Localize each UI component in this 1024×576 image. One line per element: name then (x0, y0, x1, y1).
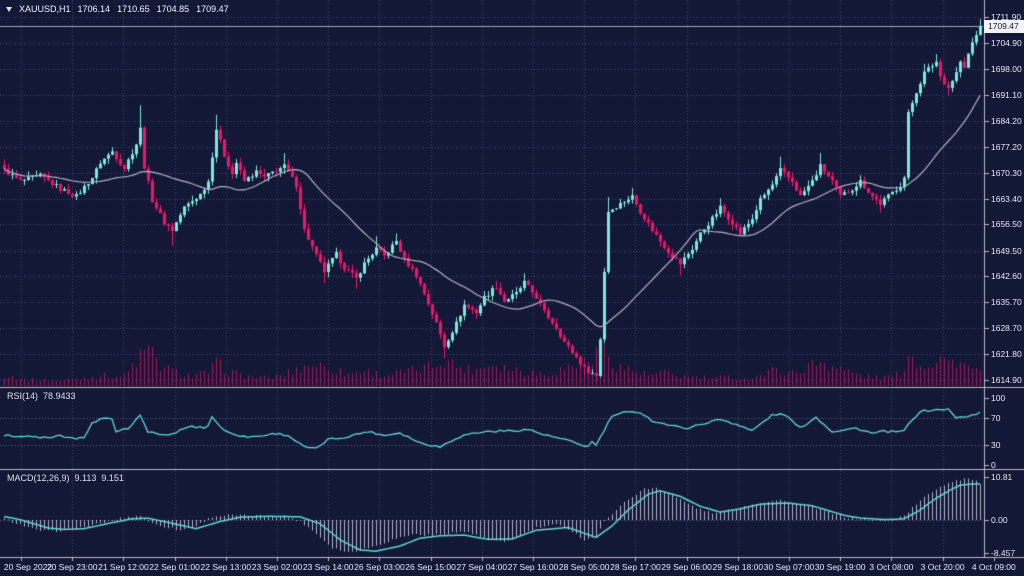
time-axis-label: 23 Sep 02:00 (251, 562, 303, 572)
macd-name: MACD(12,26,9) (7, 473, 70, 483)
macd-label: MACD(12,26,9) 9.113 9.151 (7, 473, 124, 483)
time-axis-label: 28 Sep 05:00 (558, 562, 610, 572)
rsi-axis-label: 0 (991, 460, 996, 470)
rsi-axis-label: 100 (991, 392, 1006, 403)
time-axis-label: 20 Sep 2022 (3, 562, 53, 572)
price-axis-label: 1635.70 (991, 297, 1022, 308)
time-axis-label: 22 Sep 01:00 (149, 562, 200, 572)
ohlc-low: 1704.85 (156, 4, 190, 14)
ohlc-close: 1709.47 (196, 4, 229, 14)
time-axis-label: 27 Sep 16:00 (507, 562, 559, 572)
time-axis-label: 29 Sep 06:00 (661, 562, 712, 572)
time-axis-label: 26 Sep 15:00 (405, 562, 456, 572)
rsi-axis-label: 70 (991, 412, 1001, 423)
price-axis-label: 1704.90 (991, 38, 1022, 49)
time-axis-label: 26 Sep 03:00 (354, 562, 405, 572)
ohlc-high: 1710.65 (117, 4, 150, 14)
macd-axis-label: 10.81 (991, 472, 1013, 483)
price-axis-label: 1649.50 (991, 245, 1022, 256)
rsi-label: RSI(14) 78.9433 (7, 391, 76, 401)
time-axis-label: 30 Sep 07:00 (763, 562, 815, 572)
time-axis-label: 30 Sep 19:00 (814, 562, 866, 572)
time-axis-label: 4 Oct 09:00 (971, 562, 1016, 572)
symbol-label: XAUUSD,H1 (19, 4, 71, 14)
chevron-down-icon[interactable] (6, 6, 12, 12)
macd-axis-label: -8.457 (991, 548, 1016, 559)
macd-main-value: 9.113 (74, 473, 97, 483)
rsi-value: 78.9433 (43, 391, 76, 401)
price-axis-label: 1628.70 (991, 323, 1022, 334)
time-axis-label: 20 Sep 23:00 (46, 562, 98, 572)
price-axis-label: 1684.20 (991, 115, 1022, 126)
time-axis-label: 29 Sep 18:00 (712, 562, 764, 572)
time-axis-label: 27 Sep 04:00 (456, 562, 508, 572)
price-axis-label: 1663.40 (991, 193, 1022, 204)
ohlc-open: 1706.14 (77, 4, 111, 14)
price-axis-label: 1677.20 (991, 141, 1022, 152)
price-axis-label: 1621.80 (991, 349, 1022, 360)
time-axis-label: 3 Oct 20:00 (920, 562, 965, 572)
rsi-name: RSI(14) (7, 391, 39, 401)
time-axis-label: 23 Sep 14:00 (302, 562, 354, 572)
price-axis-label: 1698.00 (991, 64, 1022, 75)
price-axis-label: 1670.30 (991, 167, 1022, 178)
current-price-box: 1709.47 (984, 19, 1024, 33)
time-axis-label: 21 Sep 12:00 (98, 562, 149, 572)
price-axis-label: 1691.10 (991, 89, 1022, 100)
symbol-info: XAUUSD,H1 1706.14 1710.65 1704.85 1709.4… (6, 4, 229, 14)
time-axis-label: 22 Sep 13:00 (200, 562, 252, 572)
macd-signal-value: 9.151 (101, 473, 124, 483)
price-axis-label: 1656.50 (991, 219, 1022, 230)
macd-axis-label: 0.00 (991, 515, 1008, 525)
price-axis-label: 1642.60 (991, 271, 1022, 282)
time-axis-label: 3 Oct 08:00 (869, 562, 914, 572)
time-axis-label: 28 Sep 17:00 (610, 562, 661, 572)
price-axis-label: 1711.90 (991, 12, 1022, 22)
price-axis-label: 1614.90 (991, 375, 1022, 385)
rsi-axis-label: 30 (991, 439, 1001, 450)
